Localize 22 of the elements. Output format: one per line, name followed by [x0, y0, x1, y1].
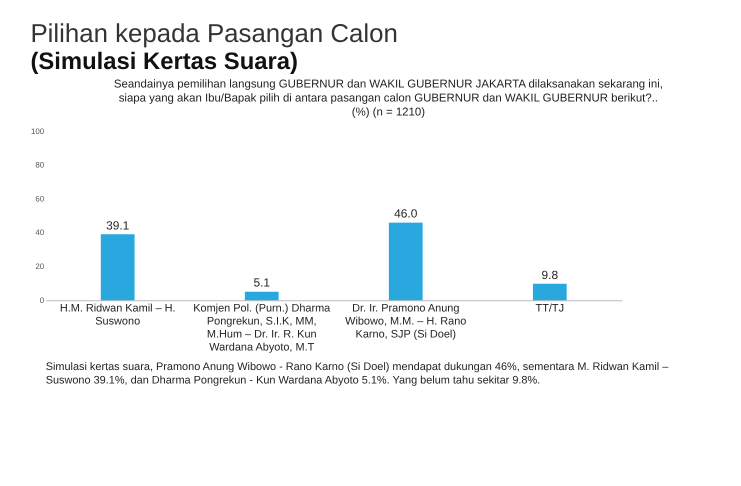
y-tick-label: 100 [30, 126, 45, 136]
y-tick-label: 60 [35, 194, 45, 204]
y-tick-label: 40 [35, 228, 45, 238]
chart-subtitle: (Simulasi Kertas Suara) [30, 48, 298, 75]
y-tick-label: 80 [35, 160, 45, 170]
data-label: 46.0 [394, 206, 418, 221]
bar [244, 292, 279, 300]
x-tick-label: H.M. Ridwan Kamil – H. Suswono [60, 302, 176, 328]
y-tick-label: 20 [35, 262, 45, 272]
data-label: 39.1 [106, 218, 130, 232]
bar [532, 284, 567, 300]
x-tick-label: TT/TJ [536, 302, 564, 315]
bar [100, 234, 135, 300]
x-tick-label: Komjen Pol. (Purn.) Dharma Pongrekun, S.I.K, MM, M.Hum – Dr. Ir. R. Kun Wardana Abyoto, M.T [193, 302, 332, 354]
data-label: 5.1 [253, 276, 270, 290]
bar [388, 222, 423, 300]
text: Seandainya pemilihan langsung GUBERNUR dan WAKIL GUBERNUR JAKARTA dilaksanakan sekarang ini, siapa yang akan Ibu/Bapak pilih di antara pasangan calon GUBERNUR dan WAKIL GUBERNUR berikut?.. (%) (n = 1210) [114, 78, 663, 119]
y-tick-label: 0 [40, 296, 45, 305]
chart-title: Pilihan kepada Pasangan Calon [30, 20, 398, 48]
data-label: 9.8 [542, 268, 558, 282]
text: Simulasi kertas suara, Pramono Anung Wibowo - Rano Karno (Si Doel) mendapat dukungan 46%, sementara M. Ridwan Kamil – Suswono 39.1%, dan Dharma Pongrekun - Kun Wardana Abyoto 5.1%. Yang belum tahu sekitar 9.8%. [46, 360, 670, 387]
x-tick-label: Dr. Ir. Pramono Anung Wibowo, M.M. – H. Rano Karno, SJP (Si Doel) [345, 302, 466, 341]
